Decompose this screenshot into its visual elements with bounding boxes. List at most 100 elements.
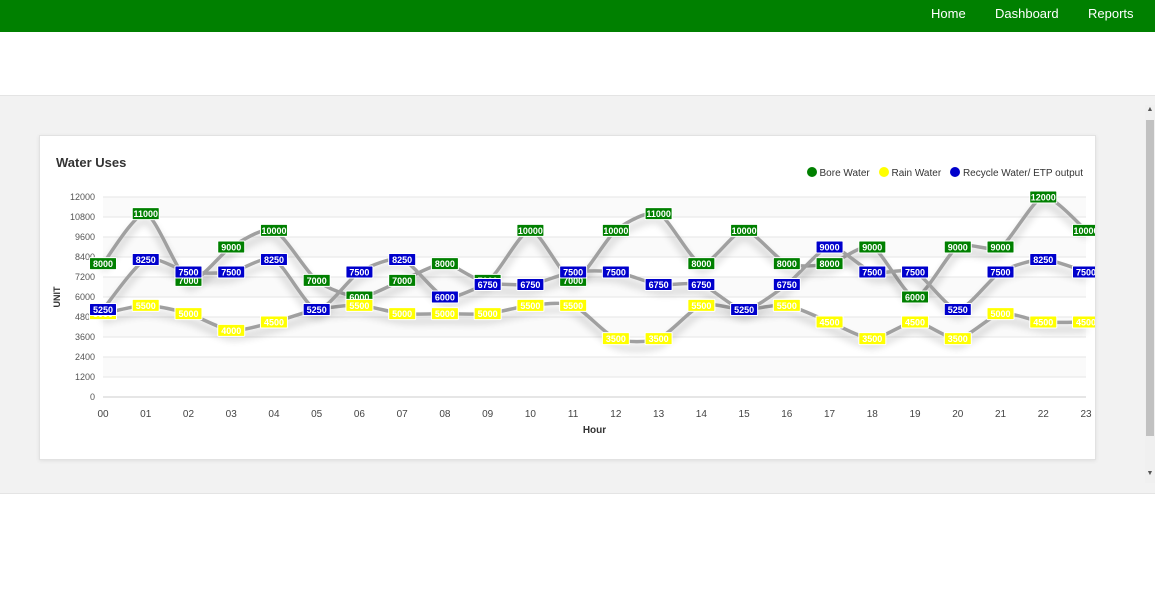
data-label-box-2 (687, 278, 716, 291)
data-label-box-0 (259, 223, 288, 237)
chart-legend: Bore Water Rain Water Recycle Water/ ETP… (801, 167, 1083, 179)
scroll-down-arrow-icon[interactable]: ▼ (1146, 470, 1154, 477)
data-label-0: 7000 (307, 276, 327, 286)
x-tick-label: 11 (568, 409, 579, 420)
data-label-0: 9000 (221, 243, 241, 253)
data-label-box-1 (1029, 315, 1058, 329)
x-tick-label: 17 (824, 409, 836, 420)
x-tick-label: 15 (739, 409, 751, 420)
data-label-0: 9000 (948, 243, 968, 253)
data-label-box-2 (858, 265, 887, 279)
data-label-box-0 (217, 240, 246, 254)
data-label-box-1 (1072, 315, 1095, 329)
data-label-box-2 (772, 278, 801, 291)
scrollbar-thumb[interactable] (1146, 120, 1154, 436)
y-axis-title: UNIT (52, 286, 62, 307)
x-tick-label: 07 (397, 409, 409, 420)
data-label-box-1 (430, 307, 459, 321)
nav-reports-link[interactable]: Reports (1088, 6, 1134, 21)
data-label-0: 9000 (862, 243, 882, 253)
x-tick-label: 06 (354, 409, 366, 420)
data-label-box-0 (986, 240, 1015, 254)
data-label-box-1 (217, 323, 246, 337)
x-tick-label: 02 (183, 409, 195, 420)
legend-label-rain-water: Rain Water (891, 168, 942, 179)
legend-item-recycle-water[interactable]: Recycle Water/ ETP output (949, 167, 1083, 179)
legend-dot-recycle-water (949, 167, 960, 177)
nav-home-link[interactable]: Home (931, 6, 966, 21)
data-label-0: 8000 (820, 259, 840, 269)
data-label-1: 4000 (221, 326, 241, 336)
data-label-box-1 (345, 298, 374, 312)
legend-item-bore-water[interactable]: Bore Water (806, 167, 870, 179)
data-label-box-2 (430, 290, 459, 304)
x-tick-label: 04 (268, 409, 280, 420)
data-label-0: 11000 (133, 209, 158, 219)
data-label-0: 12000 (1031, 193, 1056, 203)
data-label-box-2 (815, 240, 844, 254)
data-label-2: 6750 (649, 280, 669, 290)
data-label-box-2 (559, 265, 588, 279)
data-label-1: 5500 (520, 301, 540, 311)
x-tick-label: 16 (781, 409, 793, 420)
data-label-1: 4500 (1033, 318, 1053, 328)
data-label-box-1 (986, 307, 1015, 321)
legend-label-recycle-water: Recycle Water/ ETP output (962, 168, 1083, 179)
x-tick-label: 20 (952, 409, 964, 420)
legend-dot-bore-water (806, 167, 817, 177)
data-label-box-0 (430, 257, 459, 271)
grid-band (103, 357, 1086, 377)
x-tick-label: 01 (140, 409, 152, 420)
data-label-0: 10000 (518, 226, 543, 236)
data-label-box-2 (259, 253, 288, 266)
data-label-box-2 (473, 278, 502, 291)
data-label-box-0 (1072, 223, 1095, 237)
data-label-box-1 (559, 298, 588, 312)
y-tick-label: 3600 (75, 332, 95, 342)
data-label-box-1 (815, 315, 844, 329)
data-label-box-0 (858, 240, 887, 254)
data-label-2: 6750 (777, 280, 797, 290)
nav-dashboard-link[interactable]: Dashboard (995, 6, 1059, 21)
y-tick-label: 12000 (70, 192, 95, 202)
data-label-box-2 (901, 265, 930, 279)
x-tick-label: 09 (482, 409, 494, 420)
data-label-2: 7500 (563, 268, 583, 278)
data-label-1: 5500 (349, 301, 369, 311)
data-label-0: 6000 (905, 293, 925, 303)
x-tick-label: 22 (1038, 409, 1050, 420)
data-label-box-0 (687, 257, 716, 271)
y-tick-label: 8400 (75, 252, 95, 262)
data-label-2: 7500 (905, 268, 925, 278)
data-label-box-2 (986, 265, 1015, 279)
data-label-0: 11000 (646, 209, 671, 219)
legend-item-rain-water[interactable]: Rain Water (878, 167, 942, 179)
data-label-box-1 (601, 332, 630, 346)
x-tick-label: 21 (995, 409, 1007, 420)
data-label-2: 5250 (93, 305, 113, 315)
data-label-0: 9000 (991, 243, 1011, 253)
data-label-box-1 (687, 298, 716, 312)
y-tick-label: 2400 (75, 352, 95, 362)
data-label-box-1 (516, 298, 545, 312)
data-label-box-2 (1029, 253, 1058, 266)
x-tick-label: 18 (867, 409, 879, 420)
data-label-2: 7500 (1076, 268, 1095, 278)
data-label-box-0 (901, 290, 930, 304)
x-tick-label: 03 (226, 409, 238, 420)
y-tick-label: 6000 (75, 292, 95, 302)
data-label-2: 6000 (435, 293, 455, 303)
data-label-box-2 (302, 303, 331, 316)
chart-card: 0 1200 2400 3600 4800 6000 7200 8400 9600 10800 12… (39, 135, 1096, 460)
x-tick-label: 14 (696, 409, 708, 420)
data-label-1: 5000 (178, 309, 198, 319)
data-label-2: 7500 (606, 268, 626, 278)
data-label-box-1 (943, 332, 972, 346)
data-label-2: 6750 (520, 280, 540, 290)
x-tick-label: 23 (1080, 409, 1092, 420)
data-label-2: 8250 (264, 255, 284, 265)
data-label-2: 5250 (948, 305, 968, 315)
scroll-up-arrow-icon[interactable]: ▲ (1146, 106, 1154, 113)
data-label-2: 5250 (307, 305, 327, 315)
data-label-box-2 (388, 253, 417, 266)
